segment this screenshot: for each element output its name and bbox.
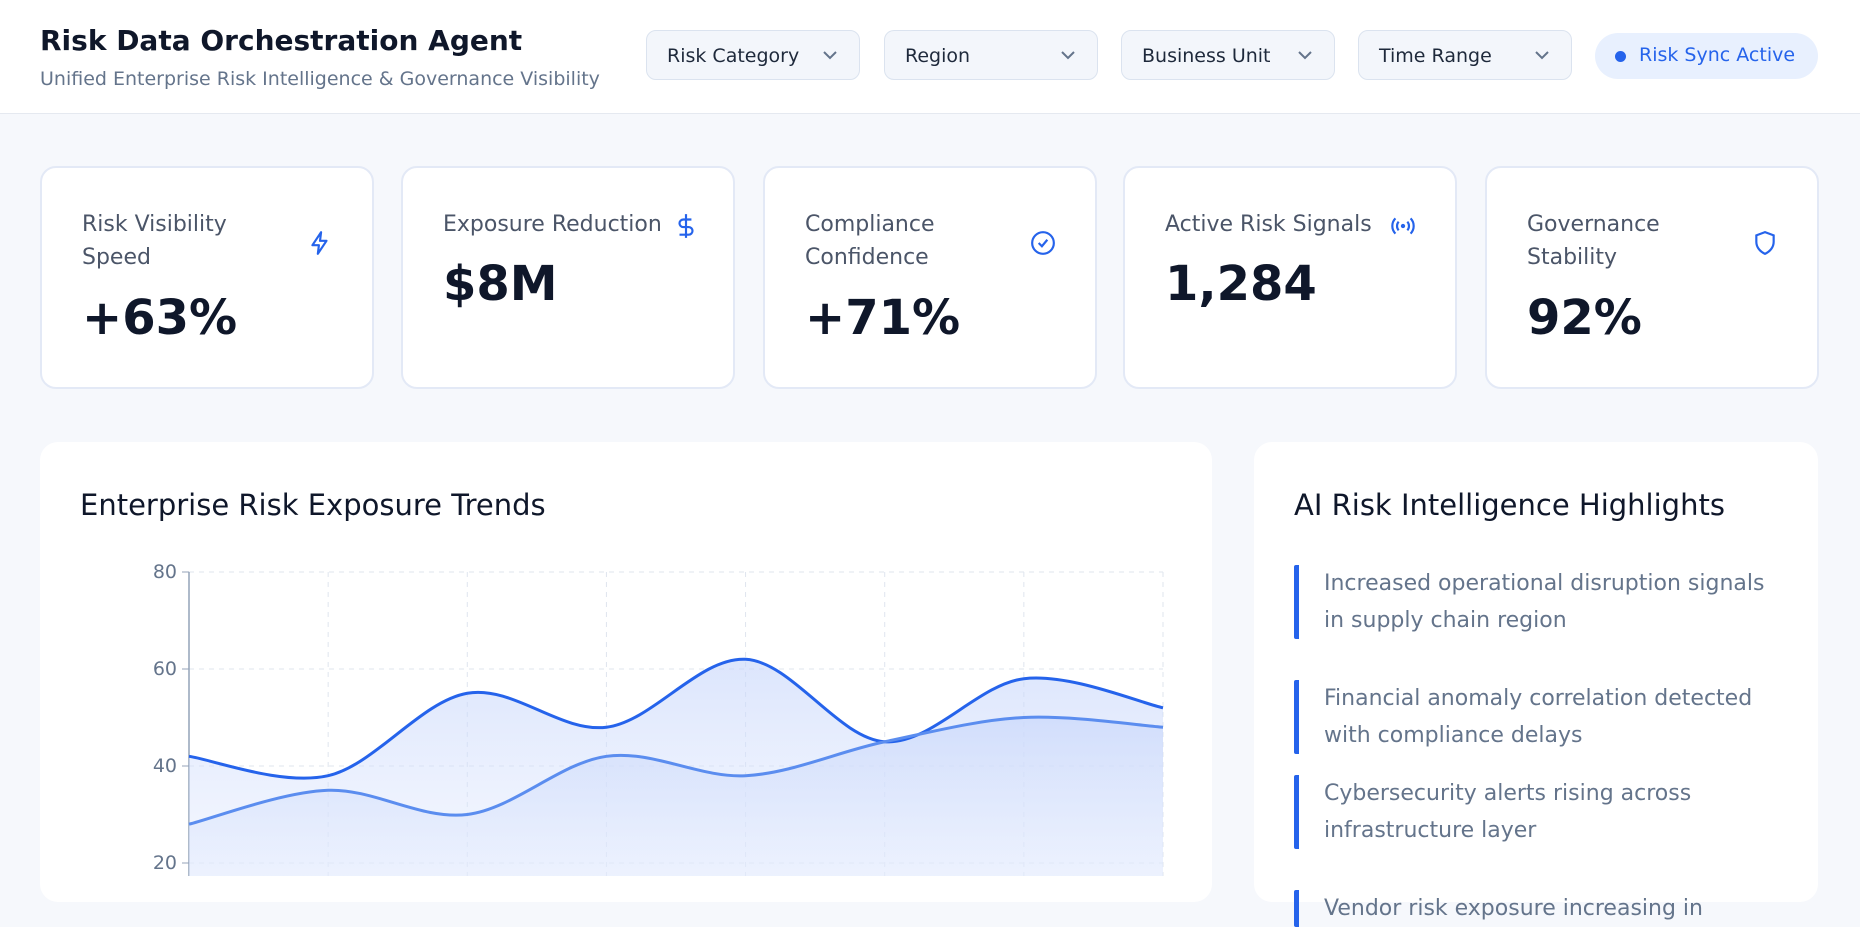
kpi-value: 1,284 <box>1165 256 1317 312</box>
filter-dropdown[interactable]: Risk Category <box>646 30 860 80</box>
highlight-item: Increased operational disruption signals… <box>1294 565 1784 639</box>
series-line <box>188 715 1164 826</box>
kpi-card: Compliance Confidence +71% <box>763 166 1097 389</box>
y-tick-label: 80 <box>153 561 177 583</box>
status-text: Risk Sync Active <box>1639 44 1796 66</box>
filter-label: Risk Category <box>667 45 800 67</box>
kpi-icon <box>311 231 328 255</box>
kpi-label: Active Risk Signals <box>1165 212 1372 237</box>
kpi-value: +63% <box>82 290 238 346</box>
kpi-label: Governance Stability <box>1527 212 1660 270</box>
kpi-value: $8M <box>443 256 558 312</box>
filter-label: Business Unit <box>1142 45 1271 67</box>
filter-label: Region <box>905 45 971 67</box>
chart: 20 40 60 80 <box>153 561 1164 876</box>
kpi-icon <box>1755 231 1775 256</box>
chevron <box>1535 51 1549 60</box>
highlight-item: Vendor risk exposure increasing in <box>1294 890 1784 927</box>
highlight-item: Financial anomaly correlation detected w… <box>1294 680 1784 754</box>
series-area <box>189 717 1163 876</box>
chevron <box>1298 51 1312 60</box>
kpi-label: Compliance Confidence <box>805 212 935 270</box>
y-tick-label: 40 <box>153 755 177 777</box>
kpi-card: Exposure Reduction $8M <box>401 166 735 389</box>
chevron <box>823 51 837 60</box>
highlight-item: Cybersecurity alerts rising across infra… <box>1294 775 1784 849</box>
filter-label: Time Range <box>1379 45 1492 67</box>
kpi-value: +71% <box>805 290 961 346</box>
highlights-title: AI Risk Intelligence Highlights <box>1294 488 1725 522</box>
kpi-label: Risk Visibility Speed <box>82 212 227 270</box>
title: Risk Data Orchestration Agent <box>40 24 523 57</box>
kpi-card: Risk Visibility Speed +63% <box>40 166 374 389</box>
subtitle: Unified Enterprise Risk Intelligence & G… <box>40 68 600 90</box>
kpi-value: 92% <box>1527 290 1642 346</box>
status-pill[interactable]: Risk Sync Active <box>1595 33 1818 79</box>
y-tick-label: 20 <box>153 852 177 874</box>
filter-dropdown[interactable]: Business Unit <box>1121 30 1335 80</box>
kpi-icon <box>678 214 694 238</box>
filter-dropdown[interactable]: Region <box>884 30 1098 80</box>
status-dot <box>1615 51 1626 62</box>
kpi-icon <box>1391 217 1415 235</box>
y-tick-label: 60 <box>153 658 177 680</box>
kpi-label: Exposure Reduction <box>443 212 662 237</box>
kpi-card: Active Risk Signals 1,284 <box>1123 166 1457 389</box>
filter-dropdown[interactable]: Time Range <box>1358 30 1572 80</box>
chevron <box>1061 51 1075 60</box>
series-line <box>188 657 1164 780</box>
highlights-panel: AI Risk Intelligence Highlights Increase… <box>1254 442 1818 927</box>
header: Risk Data Orchestration Agent Unified En… <box>0 0 1860 114</box>
kpi-card: Governance Stability 92% <box>1485 166 1819 389</box>
kpi-icon <box>1031 231 1055 255</box>
chart-title: Enterprise Risk Exposure Trends <box>80 488 546 522</box>
